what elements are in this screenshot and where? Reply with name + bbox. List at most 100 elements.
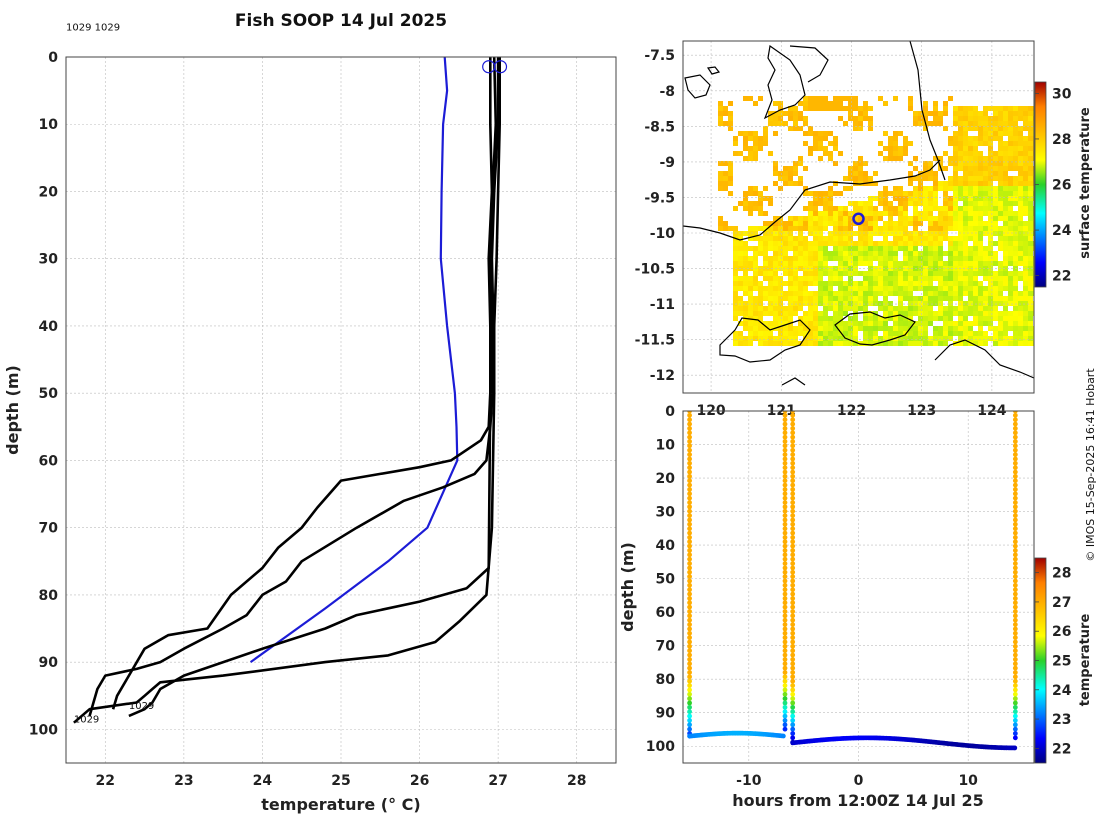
- sst-pixel: [838, 151, 843, 156]
- sst-pixel: [768, 321, 773, 326]
- sst-pixel: [933, 256, 938, 261]
- cast-point: [782, 495, 788, 501]
- sst-pixel: [923, 291, 928, 296]
- cast-point: [687, 578, 692, 584]
- sst-pixel: [888, 331, 893, 336]
- sst-pixel: [973, 296, 978, 301]
- sst-pixel: [978, 176, 983, 181]
- profile-x-tick: 28: [567, 773, 586, 789]
- sst-pixel: [753, 256, 758, 261]
- sst-pixel: [1008, 246, 1013, 251]
- sst-pixel: [753, 191, 758, 196]
- sst-pixel: [783, 266, 788, 271]
- sst-pixel: [723, 226, 728, 231]
- sst-pixel: [983, 211, 988, 216]
- sst-pixel: [793, 251, 798, 256]
- sst-pixel: [1013, 186, 1018, 191]
- sst-pixel: [818, 316, 823, 321]
- sst-pixel: [898, 296, 903, 301]
- sst-pixel: [733, 301, 738, 306]
- sst-pixel: [928, 341, 933, 346]
- sst-pixel: [948, 251, 953, 256]
- sst-pixel: [893, 241, 898, 246]
- sst-pixel: [828, 336, 833, 341]
- sst-pixel: [898, 151, 903, 156]
- start-circle-1: [482, 60, 496, 74]
- sst-pixel: [848, 301, 853, 306]
- sst-pixel: [723, 176, 728, 181]
- sst-pixel: [1013, 111, 1018, 116]
- profile-x-tick: 24: [253, 773, 273, 789]
- cast-point: [1012, 652, 1018, 658]
- sst-pixel: [963, 256, 968, 261]
- cast-point: [687, 521, 692, 527]
- sst-pixel: [843, 341, 848, 346]
- cast-point: [687, 460, 692, 466]
- sst-pixel: [833, 161, 838, 166]
- sst-pixel: [1023, 301, 1028, 306]
- cast-point: [1012, 622, 1018, 627]
- cast-point: [790, 643, 796, 649]
- sst-pixel: [1008, 196, 1013, 201]
- sst-pixel: [938, 116, 943, 121]
- cast-point: [687, 552, 692, 558]
- sst-pixel: [783, 231, 788, 236]
- cast-point: [782, 661, 788, 667]
- sst-pixel: [968, 186, 973, 191]
- sst-pixel: [818, 321, 823, 326]
- sst-pixel: [923, 286, 928, 291]
- sst-pixel: [1013, 301, 1018, 306]
- sst-pixel: [928, 226, 933, 231]
- sst-pixel: [903, 211, 908, 216]
- sst-pixel: [743, 286, 748, 291]
- sst-pixel: [933, 236, 938, 241]
- ts-x-tick: -10: [736, 773, 762, 789]
- sst-pixel: [1013, 231, 1018, 236]
- sst-pixel: [1008, 206, 1013, 211]
- sst-pixel: [998, 226, 1003, 231]
- sst-pixel: [893, 276, 898, 281]
- sst-pixel: [913, 121, 918, 126]
- profile-plot-frame: [65, 56, 617, 764]
- sst-pixel: [933, 106, 938, 111]
- sst-pixel: [763, 271, 768, 276]
- sst-pixel: [933, 156, 938, 161]
- cast-point: [687, 421, 692, 427]
- sst-pixel: [863, 256, 868, 261]
- sst-pixel: [963, 316, 968, 321]
- ts-y-tick: 60: [656, 605, 676, 621]
- cast-point: [782, 439, 788, 444]
- cast-point: [790, 657, 796, 662]
- sst-pixel: [948, 336, 953, 341]
- sst-pixel: [753, 101, 758, 106]
- sst-pixel: [933, 296, 938, 301]
- sst-pixel: [893, 191, 898, 196]
- sst-pixel: [798, 116, 803, 121]
- cast-point: [1012, 421, 1018, 427]
- cast-point: [782, 456, 788, 462]
- sst-pixel: [968, 196, 973, 201]
- sst-pixel: [898, 196, 903, 201]
- sst-pixel: [958, 271, 963, 276]
- sst-pixel: [733, 136, 738, 141]
- sst-pixel: [868, 266, 873, 271]
- sst-pixel: [983, 261, 988, 266]
- sst-pixel: [848, 341, 853, 346]
- cast-point: [1012, 726, 1018, 732]
- sst-pixel: [883, 236, 888, 241]
- sst-pixel: [933, 171, 938, 176]
- sst-pixel: [758, 296, 763, 301]
- cast-point: [687, 561, 692, 566]
- sst-pixel: [918, 216, 923, 221]
- sst-pixel: [818, 246, 823, 251]
- sst-pixel: [1018, 226, 1023, 231]
- sst-pixel: [998, 176, 1003, 181]
- cast-point: [790, 508, 796, 514]
- sst-pixel: [913, 236, 918, 241]
- sst-pixel: [893, 306, 898, 311]
- sst-pixel: [868, 176, 873, 181]
- cast-point: [790, 613, 796, 619]
- sst-pixel: [988, 206, 993, 211]
- sst-pixel: [763, 261, 768, 266]
- sst-pixel: [973, 146, 978, 151]
